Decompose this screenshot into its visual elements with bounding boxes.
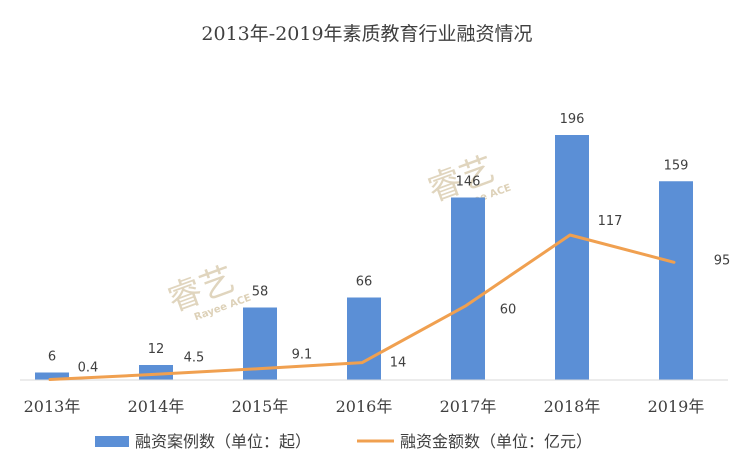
x-tick-0: 2013年 <box>24 397 81 416</box>
line-label-4: 60 <box>500 303 517 318</box>
bar-label-5: 196 <box>560 112 585 127</box>
line-series <box>48 233 676 382</box>
bar-label-0: 6 <box>48 350 56 365</box>
chart-title: 2013年-2019年素质教育行业融资情况 <box>201 23 532 45</box>
x-tick-6: 2019年 <box>648 397 705 416</box>
bar-label-4: 146 <box>456 175 481 190</box>
legend-label-line: 融资金额数（单位：亿元） <box>400 432 592 451</box>
x-tick-3: 2016年 <box>336 397 393 416</box>
legend: 融资案例数（单位：起） 融资金额数（单位：亿元） <box>95 432 592 451</box>
bar-3 <box>347 297 381 380</box>
bar-1 <box>139 365 173 380</box>
bar-4 <box>451 197 485 380</box>
line-label-1: 4.5 <box>184 350 205 365</box>
line-label-5: 117 <box>598 214 623 229</box>
bar-data-labels: 6 12 58 66 146 196 159 <box>48 112 689 365</box>
line-data-labels: 0.4 4.5 9.1 14 60 117 95 <box>78 214 731 376</box>
bar-5 <box>555 135 589 380</box>
x-tick-1: 2014年 <box>128 397 185 416</box>
x-tick-2: 2015年 <box>232 397 289 416</box>
bar-6 <box>659 181 693 380</box>
bar-0 <box>35 372 69 380</box>
bar-label-6: 159 <box>664 158 689 173</box>
x-tick-4: 2017年 <box>440 397 497 416</box>
line-label-3: 14 <box>390 356 407 371</box>
line-label-6: 95 <box>714 253 731 268</box>
bar-label-3: 66 <box>356 275 373 290</box>
legend-swatch-bar <box>95 436 129 447</box>
bar-label-2: 58 <box>252 285 269 300</box>
x-tick-5: 2018年 <box>544 397 601 416</box>
legend-label-bar: 融资案例数（单位：起） <box>135 432 311 451</box>
bar-label-1: 12 <box>148 342 165 357</box>
line-label-0: 0.4 <box>78 361 99 376</box>
bar-series <box>35 135 693 380</box>
line-label-2: 9.1 <box>292 348 313 363</box>
x-tick-labels: 2013年 2014年 2015年 2016年 2017年 2018年 2019年 <box>24 397 705 416</box>
